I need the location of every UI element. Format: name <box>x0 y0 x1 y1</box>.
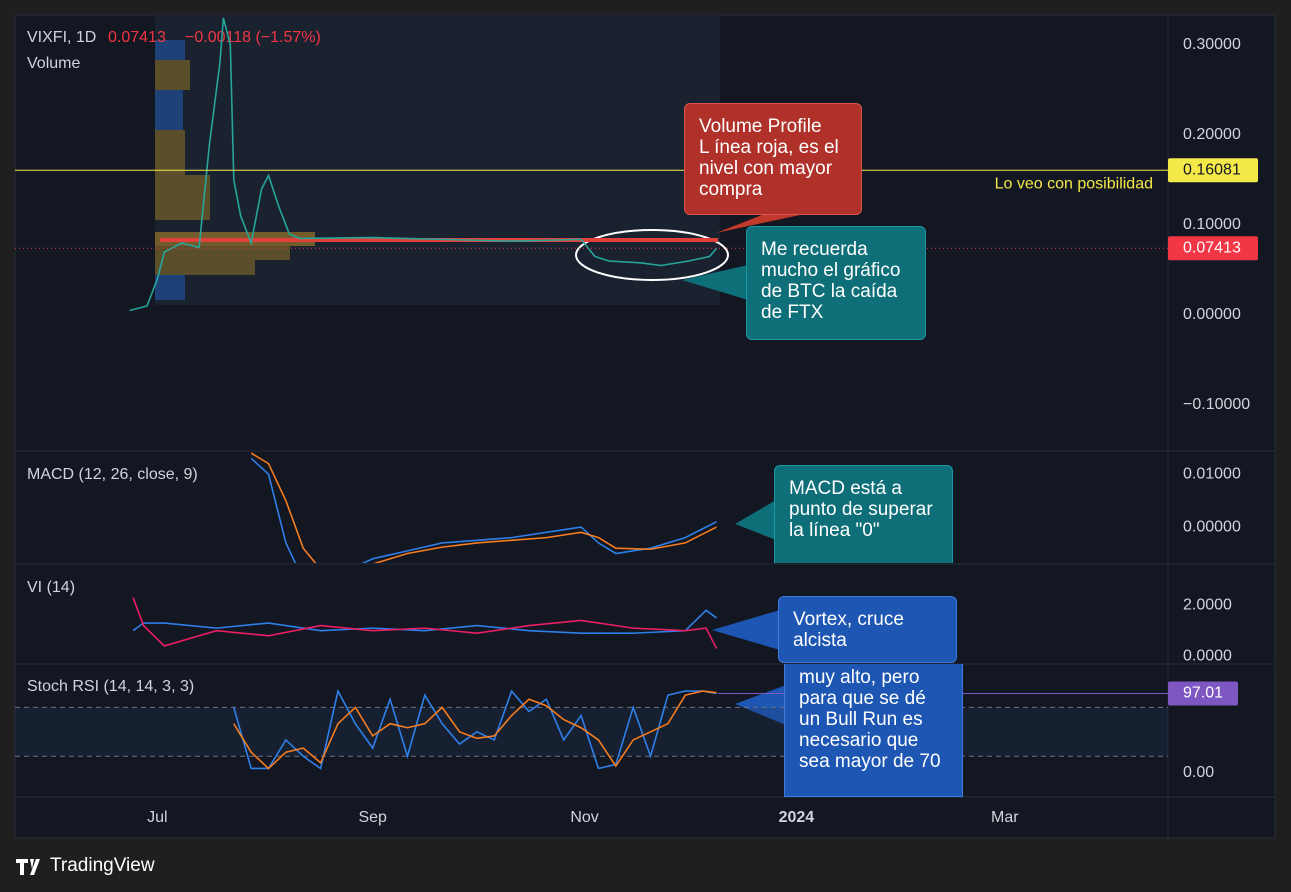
y-tick-label: 0.0000 <box>1183 647 1232 664</box>
series-line <box>250 457 717 563</box>
x-tick-label: Nov <box>570 809 598 826</box>
last-value-tag-label: 97.01 <box>1183 685 1223 702</box>
y-tick-label: 0.10000 <box>1183 216 1241 233</box>
last-price: 0.07413 <box>108 29 166 46</box>
callout: Vortex, cruce alcista <box>778 596 957 663</box>
highlight-ellipse <box>575 229 729 281</box>
callout-pointer <box>735 500 776 540</box>
profile-row <box>155 130 185 175</box>
series-line <box>132 609 717 635</box>
callout-text: L ínea roja, es el nivel con mayor compr… <box>699 137 839 200</box>
last-price-tag <box>1168 236 1258 261</box>
x-tick-label: Jul <box>147 809 167 826</box>
level-label: Lo veo con posibilidad <box>995 175 1153 192</box>
profile-row <box>155 175 210 220</box>
price-change: −0.00118 (−1.57%) <box>185 29 321 46</box>
logo <box>16 859 40 875</box>
series-line <box>233 690 717 770</box>
volume-label: Volume <box>27 55 80 72</box>
y-tick-label: −0.10000 <box>1183 396 1250 413</box>
pane <box>15 688 1168 770</box>
y-tick-label: 0.00000 <box>1183 518 1241 535</box>
pane <box>132 597 718 649</box>
x-tick-label: Sep <box>358 809 387 826</box>
y-tick-label: 0.20000 <box>1183 126 1241 143</box>
callout-title: Volume Profile <box>699 116 822 137</box>
y-tick-label: 0.30000 <box>1183 36 1241 53</box>
callout: Volume Profile L ínea roja, es el nivel c… <box>684 103 862 215</box>
callout: muy alto, pero para que se dé un Bull Ru… <box>784 664 963 797</box>
last-price-tag-label: 0.07413 <box>1183 239 1241 256</box>
x-tick-label: Mar <box>991 809 1019 826</box>
last-value-tag <box>1168 681 1238 706</box>
profile-row <box>155 260 255 275</box>
callout-pointer <box>716 215 800 233</box>
profile-row <box>155 40 185 60</box>
y-tick-label: 0.01000 <box>1183 465 1241 482</box>
y-tick-label: 2.0000 <box>1183 596 1232 613</box>
symbol-title: VIXFI, 1D <box>27 29 96 46</box>
y-tick-label: 0.00 <box>1183 764 1214 781</box>
profile-row <box>155 246 290 260</box>
callout-pointer <box>735 685 786 725</box>
x-tick-label: 2024 <box>779 809 815 826</box>
callout: MACD está a punto de superar la línea "0… <box>774 465 953 563</box>
y-tick-label: 0.00000 <box>1183 306 1241 323</box>
profile-row <box>155 90 183 130</box>
series-line <box>233 688 717 770</box>
pane <box>129 17 718 312</box>
series-line <box>250 452 717 563</box>
callout: Me recuerda mucho el gráfico de BTC la c… <box>746 226 926 340</box>
level-tag <box>1168 158 1258 183</box>
profile-row <box>155 60 190 90</box>
series-line <box>132 597 718 649</box>
callout-pointer <box>712 610 780 650</box>
indicator-title: MACD (12, 26, close, 9) <box>27 466 198 483</box>
series-line <box>129 17 718 312</box>
pane <box>250 452 717 563</box>
level-tag-label: 0.16081 <box>1183 161 1241 178</box>
callout-pointer <box>682 265 748 300</box>
indicator-title: VI (14) <box>27 579 75 596</box>
footer-brand: TradingView <box>50 855 155 876</box>
indicator-title: Stoch RSI (14, 14, 3, 3) <box>27 678 194 695</box>
profile-row <box>155 275 185 300</box>
